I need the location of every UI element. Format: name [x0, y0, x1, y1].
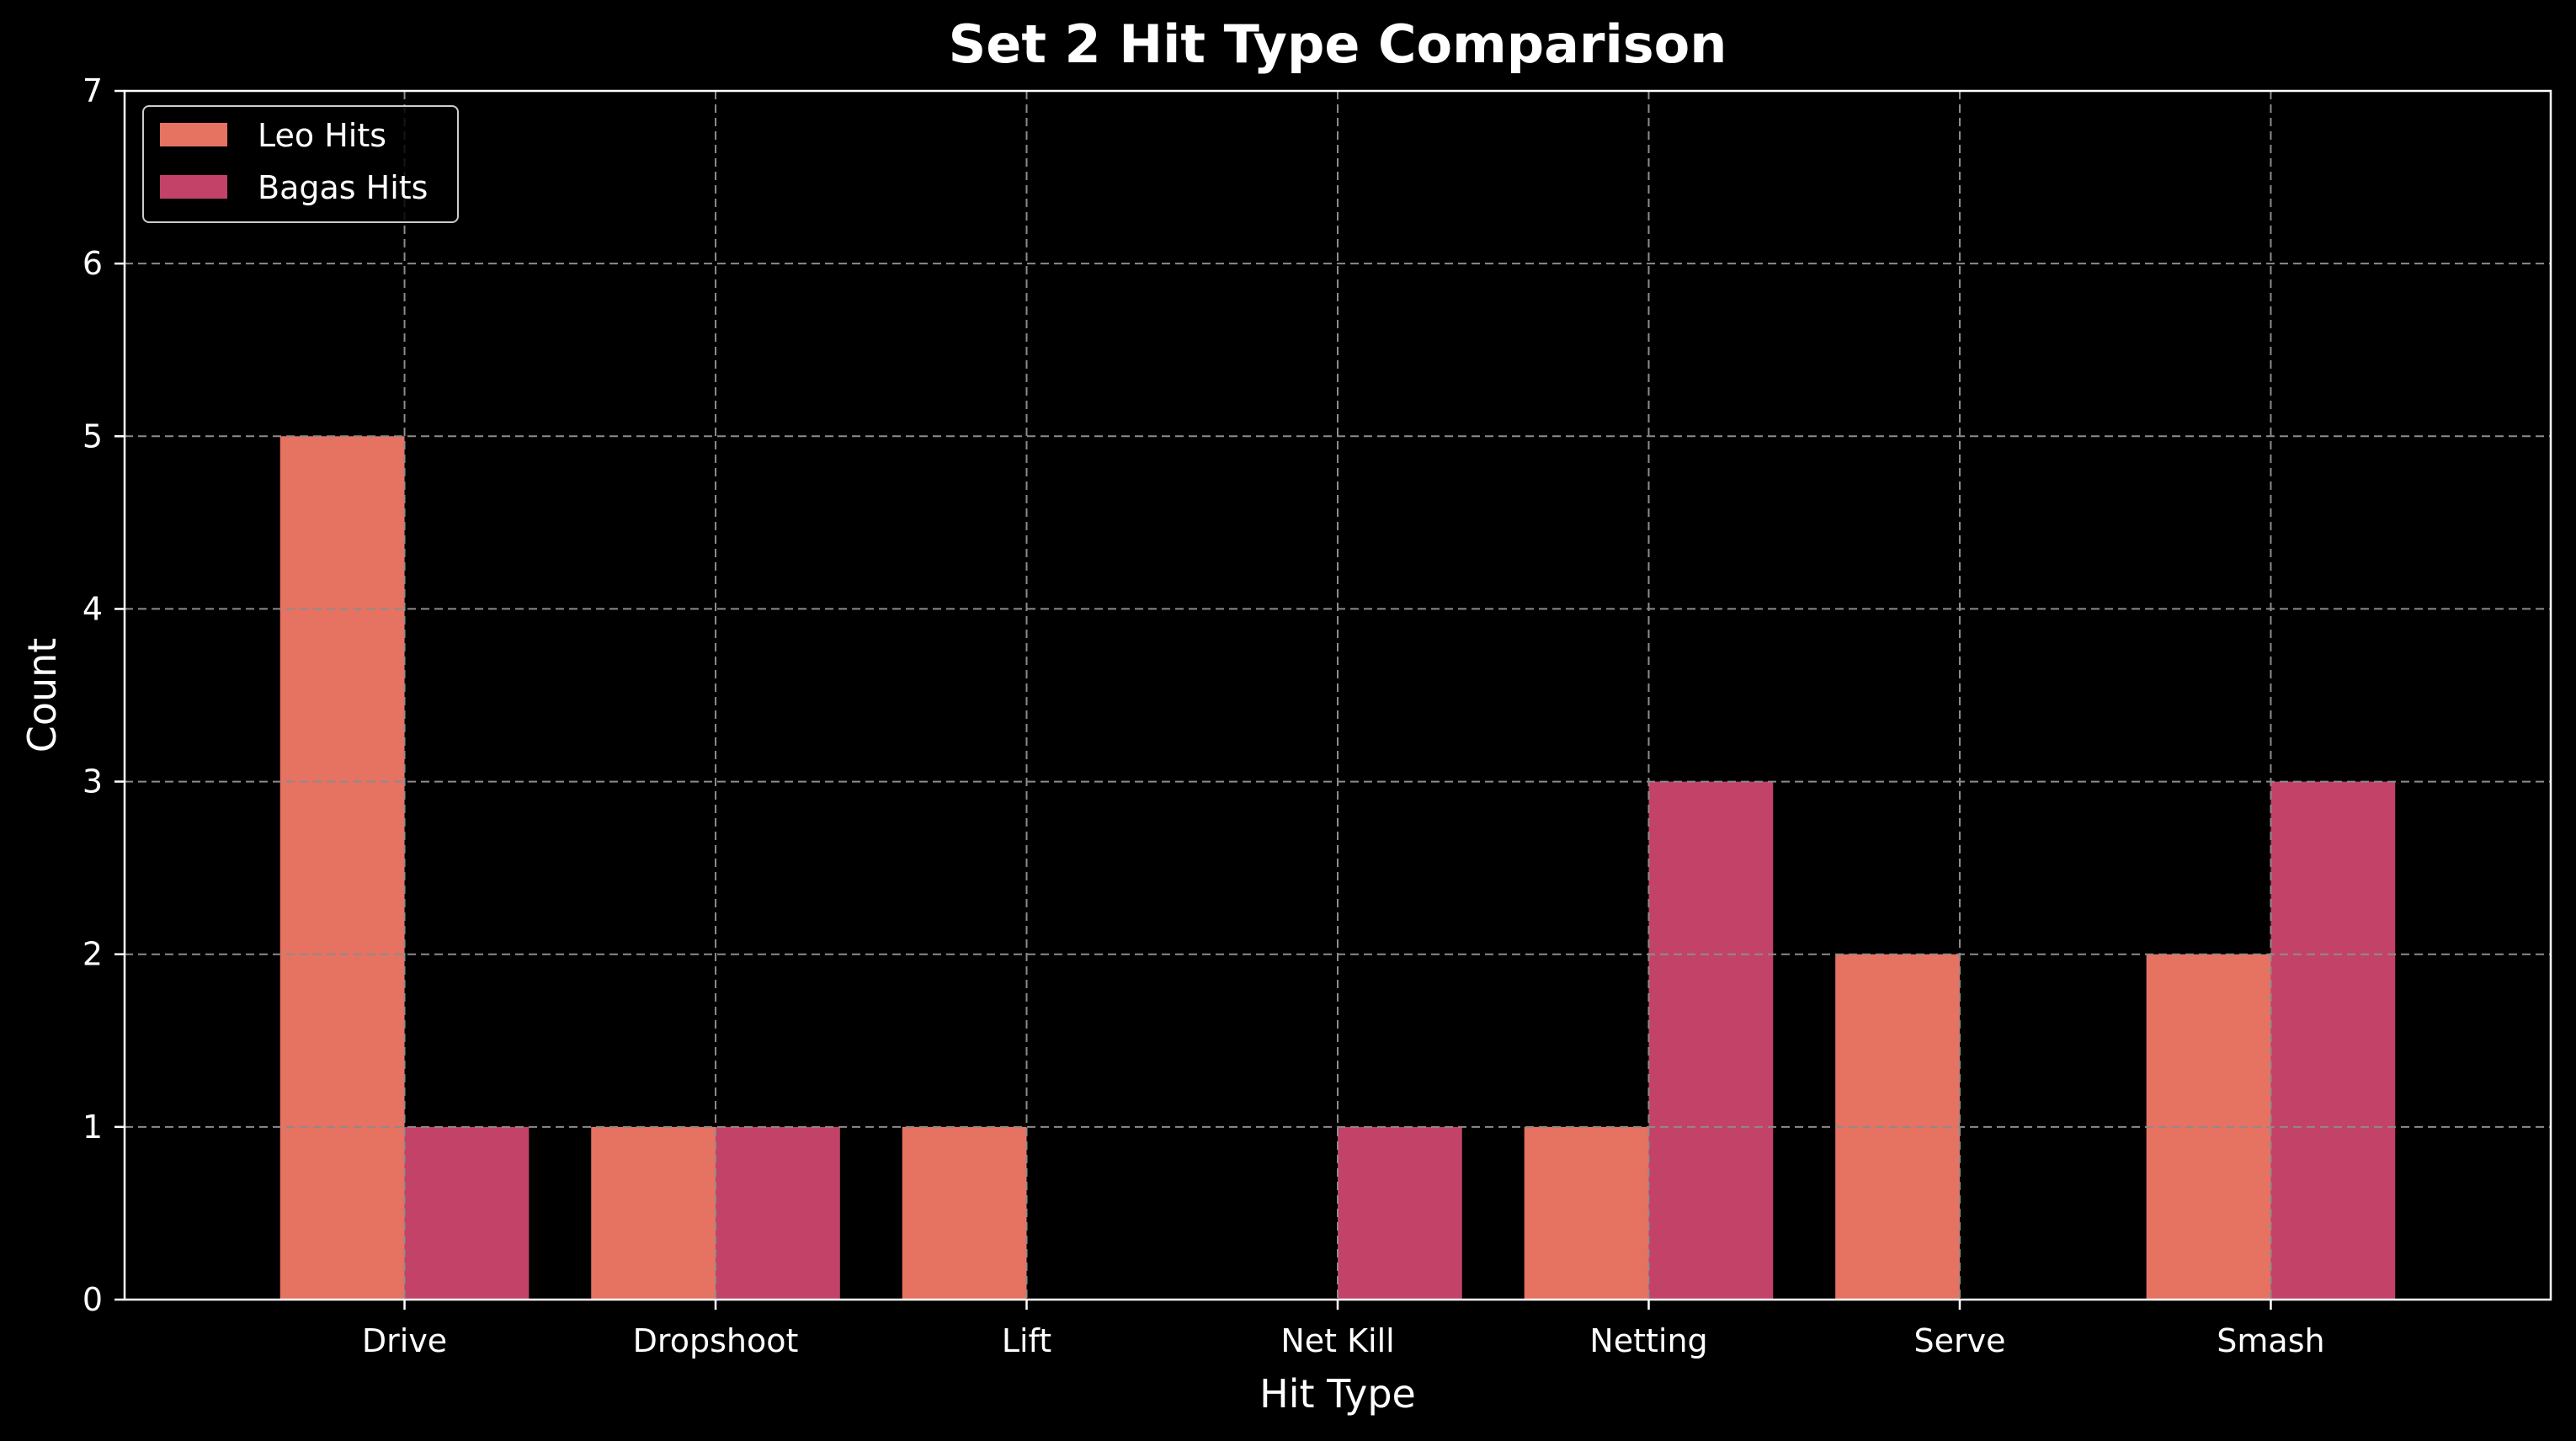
- bar-bagas-hits-smash: [2270, 781, 2396, 1300]
- y-tick-label: 1: [82, 1109, 103, 1146]
- bar-leo-hits-lift: [902, 1126, 1027, 1300]
- bar-leo-hits-dropshoot: [591, 1126, 716, 1300]
- x-tick-label: Smash: [2217, 1322, 2324, 1359]
- legend-label-leo: Leo Hits: [258, 117, 386, 154]
- y-tick-label: 6: [82, 245, 103, 282]
- legend-swatch-leo: [160, 123, 227, 146]
- x-tick-label: Dropshoot: [633, 1322, 799, 1359]
- y-tick-label: 2: [82, 936, 103, 973]
- bar-bagas-hits-dropshoot: [716, 1126, 840, 1300]
- y-tick-label: 5: [82, 417, 103, 455]
- bars: [279, 436, 2396, 1300]
- bar-bagas-hits-net-kill: [1338, 1126, 1462, 1300]
- bar-leo-hits-drive: [279, 436, 405, 1300]
- bar-leo-hits-smash: [2146, 954, 2271, 1300]
- x-tick-label: Netting: [1589, 1322, 1707, 1359]
- x-axis-label: Hit Type: [1259, 1371, 1416, 1417]
- legend: Leo Hits Bagas Hits: [142, 105, 459, 223]
- legend-swatch-bagas: [160, 175, 227, 199]
- x-tick-label: Net Kill: [1280, 1322, 1394, 1359]
- bar-bagas-hits-netting: [1648, 781, 1774, 1300]
- x-tick-label: Serve: [1913, 1322, 2005, 1359]
- y-tick-label: 7: [82, 72, 103, 109]
- bar-leo-hits-netting: [1524, 1126, 1649, 1300]
- y-tick-label: 4: [82, 590, 103, 627]
- chart-title: Set 2 Hit Type Comparison: [949, 13, 1727, 75]
- y-tick-label: 0: [82, 1281, 103, 1318]
- bar-bagas-hits-drive: [404, 1126, 530, 1300]
- x-tick-label: Drive: [362, 1322, 447, 1359]
- y-tick-label: 3: [82, 763, 103, 800]
- axis-ticks: 0 1 2 3 4 5 6 7 Drive Dropshoot Lift Net Kill Nettin…: [82, 72, 2325, 1359]
- x-tick-label: Lift: [1002, 1322, 1051, 1359]
- y-axis-label: Count: [19, 638, 65, 753]
- legend-label-bagas: Bagas Hits: [258, 169, 428, 206]
